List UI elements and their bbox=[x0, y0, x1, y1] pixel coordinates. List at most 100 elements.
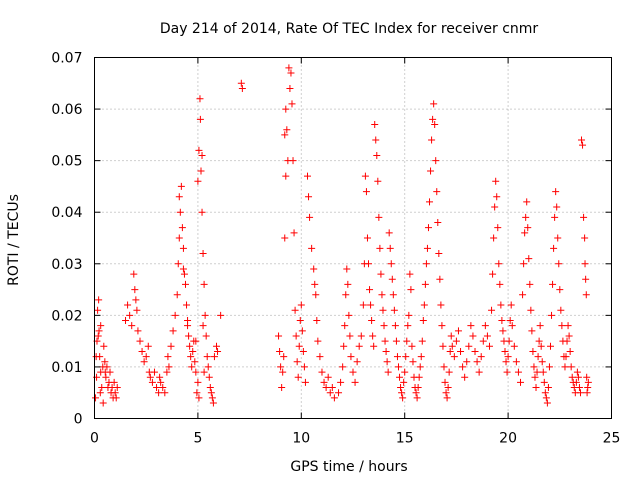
data-point bbox=[574, 373, 582, 381]
data-point bbox=[581, 234, 589, 242]
data-point bbox=[192, 368, 200, 376]
data-point bbox=[442, 389, 450, 397]
data-point bbox=[297, 301, 305, 309]
data-point bbox=[422, 260, 430, 268]
data-point bbox=[291, 306, 299, 314]
data-point bbox=[514, 368, 522, 376]
data-point bbox=[289, 157, 297, 165]
data-point bbox=[388, 275, 396, 283]
data-point bbox=[310, 265, 318, 273]
data-point bbox=[445, 368, 453, 376]
data-point bbox=[552, 188, 560, 196]
data-point bbox=[183, 301, 191, 309]
data-point bbox=[217, 311, 225, 319]
data-point bbox=[584, 384, 592, 392]
data-point bbox=[285, 64, 293, 72]
data-point bbox=[280, 353, 288, 361]
data-point bbox=[538, 358, 546, 366]
data-point bbox=[539, 368, 547, 376]
data-point bbox=[420, 301, 428, 309]
data-point bbox=[199, 322, 207, 330]
data-point bbox=[384, 368, 392, 376]
data-point bbox=[311, 280, 319, 288]
data-point bbox=[113, 384, 121, 392]
data-point bbox=[553, 203, 561, 211]
data-point bbox=[533, 368, 541, 376]
data-point bbox=[94, 306, 102, 314]
data-point bbox=[131, 286, 139, 294]
data-point bbox=[398, 389, 406, 397]
data-point bbox=[161, 389, 169, 397]
data-point bbox=[165, 363, 173, 371]
data-point bbox=[195, 146, 203, 154]
data-point bbox=[188, 363, 196, 371]
data-point bbox=[413, 394, 421, 402]
data-point bbox=[437, 301, 445, 309]
data-point bbox=[426, 198, 434, 206]
data-point bbox=[197, 167, 205, 175]
data-point bbox=[179, 265, 187, 273]
data-point bbox=[473, 358, 481, 366]
data-point bbox=[357, 332, 365, 340]
data-point bbox=[381, 337, 389, 345]
data-point bbox=[184, 317, 192, 325]
data-point bbox=[436, 275, 444, 283]
data-point bbox=[192, 337, 200, 345]
data-point bbox=[477, 353, 485, 361]
data-point bbox=[391, 322, 399, 330]
data-point bbox=[380, 322, 388, 330]
data-point bbox=[544, 384, 552, 392]
data-point bbox=[367, 301, 375, 309]
data-point bbox=[490, 234, 498, 242]
data-point bbox=[368, 317, 376, 325]
data-point bbox=[551, 213, 559, 221]
data-point bbox=[386, 244, 394, 252]
data-point bbox=[101, 358, 109, 366]
data-point bbox=[209, 399, 217, 407]
data-point bbox=[526, 280, 534, 288]
data-point bbox=[374, 177, 382, 185]
data-point bbox=[194, 177, 202, 185]
data-point bbox=[508, 322, 516, 330]
data-point bbox=[100, 342, 108, 350]
data-point bbox=[504, 353, 512, 361]
data-point bbox=[346, 332, 354, 340]
data-point bbox=[556, 286, 564, 294]
data-point bbox=[159, 384, 167, 392]
x-tick-label: 5 bbox=[193, 431, 202, 447]
data-point bbox=[191, 358, 199, 366]
data-point bbox=[392, 337, 400, 345]
data-point bbox=[295, 342, 303, 350]
data-point bbox=[101, 368, 109, 376]
data-point bbox=[146, 373, 154, 381]
data-point bbox=[178, 224, 186, 232]
data-point bbox=[276, 347, 284, 355]
data-point bbox=[387, 260, 395, 268]
data-point bbox=[174, 260, 182, 268]
data-point bbox=[298, 327, 306, 335]
data-point bbox=[92, 394, 100, 402]
data-point bbox=[94, 332, 102, 340]
data-point bbox=[330, 394, 338, 402]
data-point bbox=[277, 363, 285, 371]
data-point bbox=[506, 317, 514, 325]
data-point bbox=[566, 347, 574, 355]
data-point bbox=[318, 368, 326, 376]
data-point bbox=[363, 234, 371, 242]
data-point bbox=[447, 332, 455, 340]
data-point bbox=[320, 378, 328, 386]
data-point bbox=[376, 244, 384, 252]
data-point bbox=[292, 332, 300, 340]
data-point bbox=[164, 353, 172, 361]
data-point bbox=[576, 389, 584, 397]
data-point bbox=[110, 378, 118, 386]
data-point bbox=[175, 234, 183, 242]
data-point bbox=[489, 270, 497, 278]
data-point bbox=[549, 280, 557, 288]
data-point bbox=[383, 358, 391, 366]
data-point bbox=[510, 342, 518, 350]
y-tick-label: 0.01 bbox=[51, 360, 82, 376]
x-tick-label: 20 bbox=[499, 431, 517, 447]
data-point bbox=[279, 368, 287, 376]
data-point bbox=[537, 342, 545, 350]
